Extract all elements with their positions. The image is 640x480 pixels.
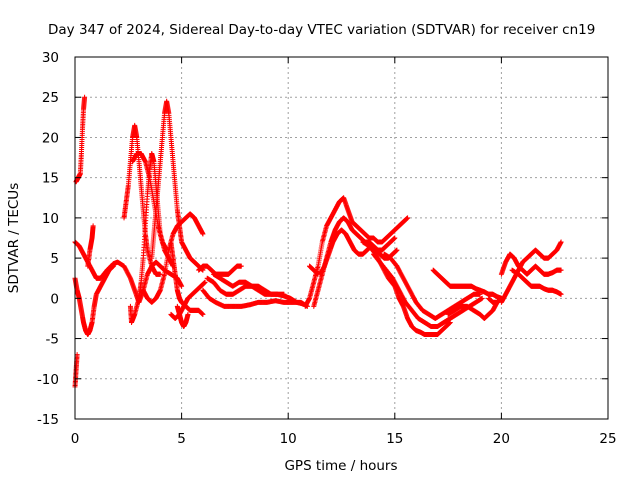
satellite-track [72,352,80,390]
satellite-track [174,303,191,329]
x-tick-label: 20 [493,431,510,447]
y-tick-label: 20 [42,130,59,146]
data-marks [72,94,564,390]
y-tick-label: 10 [42,211,59,227]
data-point [202,279,208,285]
series-marks [72,94,564,390]
y-tick-label: 25 [42,90,59,106]
y-tick-label: 30 [42,50,59,66]
satellite-track [211,271,287,297]
x-tick-label: 5 [177,431,186,447]
y-tick-label: 5 [50,251,59,267]
data-point [238,263,244,269]
chart-title: Day 347 of 2024, Sidereal Day-to-day VTE… [48,22,595,38]
data-point [200,231,206,237]
satellite-track [140,211,206,305]
data-point [90,223,96,229]
satellite-track [85,223,96,269]
data-point [82,94,88,100]
x-tick-label: 10 [280,431,297,447]
data-point [179,283,185,289]
x-tick-label: 25 [599,431,616,447]
y-tick-label: -5 [46,332,59,348]
x-tick-label: 0 [71,431,80,447]
data-point [185,311,191,317]
satellite-track [370,251,485,329]
satellite-track [121,122,163,277]
data-point [110,263,116,269]
satellite-track [168,239,206,317]
y-tick-label: -10 [37,372,59,388]
data-point [200,311,206,317]
x-tick-label: 15 [386,431,403,447]
y-axis-label: SDTVAR / TECUs [6,183,22,293]
data-point [157,271,163,277]
x-axis-label: GPS time / hours [284,458,397,474]
y-tick-label: 15 [42,171,59,187]
satellite-track [149,98,206,273]
y-tick-label: 0 [50,291,59,307]
satellite-track [73,94,88,185]
y-tick-label: -15 [37,412,59,428]
